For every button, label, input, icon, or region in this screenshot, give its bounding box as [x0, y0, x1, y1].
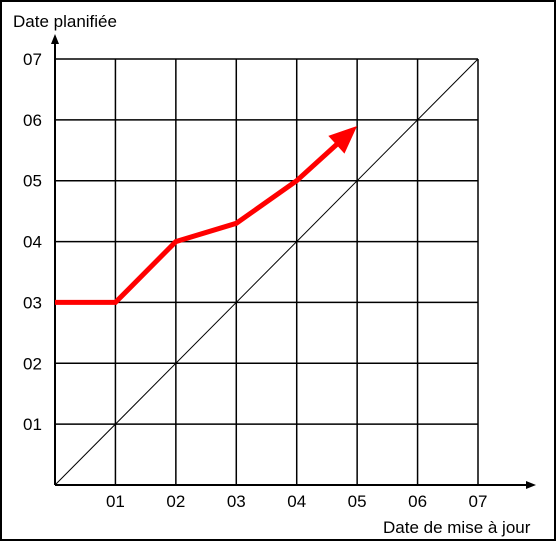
x-axis-title: Date de mise à jour	[383, 518, 531, 537]
y-tick-label: 02	[23, 354, 42, 373]
x-tick-label: 06	[408, 492, 427, 511]
x-tick-label: 07	[469, 492, 488, 511]
grid	[54, 58, 479, 486]
y-tick-labels: 01 02 03 04 05 06 07	[23, 50, 42, 434]
y-tick-label: 04	[23, 233, 42, 252]
y-tick-label: 07	[23, 50, 42, 69]
x-tick-labels: 01 02 03 04 05 06 07	[106, 492, 487, 511]
series-layer	[55, 125, 358, 305]
series-arrowhead	[328, 125, 358, 154]
series-line	[55, 141, 340, 305]
y-axis-arrowhead	[51, 34, 59, 44]
x-tick-label: 02	[166, 492, 185, 511]
x-tick-label: 05	[348, 492, 367, 511]
y-axis-title: Date planifiée	[13, 12, 117, 31]
y-tick-label: 01	[23, 415, 42, 434]
x-axis-arrowhead	[526, 481, 536, 489]
reference-diagonal	[54, 58, 479, 486]
axes	[51, 34, 536, 489]
y-tick-label: 03	[23, 293, 42, 312]
x-tick-label: 03	[227, 492, 246, 511]
reference-diagonal-line	[54, 58, 479, 486]
y-tick-label: 05	[23, 172, 42, 191]
x-tick-label: 04	[287, 492, 306, 511]
y-tick-label: 06	[23, 111, 42, 130]
x-tick-label: 01	[106, 492, 125, 511]
